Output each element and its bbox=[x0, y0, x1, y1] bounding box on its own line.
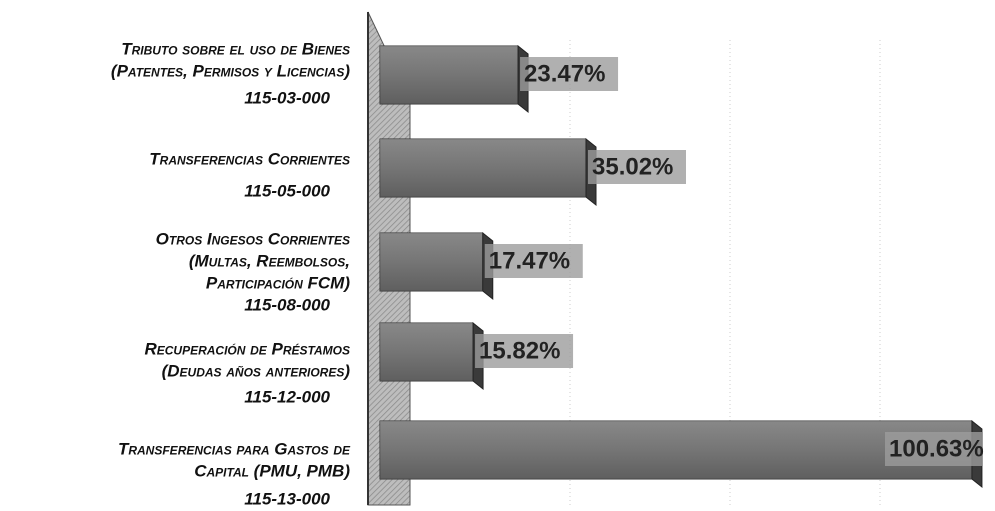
category-label: Transferencias Corrientes bbox=[149, 149, 350, 168]
category-label: Otros Ingesos Corrientes bbox=[156, 229, 350, 248]
value-label: 15.82% bbox=[479, 337, 560, 364]
category-label: Recuperación de Préstamos bbox=[144, 339, 350, 358]
value-label-bg bbox=[885, 432, 983, 466]
category-code: 115-13-000 bbox=[244, 489, 330, 508]
value-label-bg bbox=[520, 57, 619, 91]
category-label: Transferencias para Gastos de bbox=[118, 439, 351, 458]
category-label: (Patentes, Permisos y Licencias) bbox=[111, 61, 350, 80]
category-label: Tributo sobre el uso de Bienes bbox=[121, 39, 350, 58]
category-label: Participación FCM) bbox=[206, 273, 350, 292]
value-label-bg bbox=[588, 150, 686, 184]
value-label-bg bbox=[484, 244, 583, 278]
category-code: 115-03-000 bbox=[244, 88, 330, 107]
value-label: 35.02% bbox=[592, 153, 673, 180]
category-code: 115-05-000 bbox=[244, 181, 330, 200]
value-label: 17.47% bbox=[489, 247, 570, 274]
category-label: (Deudas años anteriores) bbox=[162, 361, 351, 380]
value-label: 100.63% bbox=[889, 435, 984, 462]
bar-shade bbox=[380, 421, 972, 479]
bar-shade bbox=[380, 46, 519, 104]
category-code: 115-12-000 bbox=[244, 387, 330, 406]
category-label: (Multas, Reembolsos, bbox=[189, 251, 350, 270]
category-label: Capital (PMU, PMB) bbox=[194, 461, 350, 480]
bar-shade bbox=[380, 139, 586, 197]
category-code: 115-08-000 bbox=[244, 295, 330, 314]
value-label-bg bbox=[475, 334, 574, 368]
bar-shade bbox=[380, 233, 483, 291]
bar-shade bbox=[380, 323, 474, 381]
value-label: 23.47% bbox=[524, 60, 605, 87]
